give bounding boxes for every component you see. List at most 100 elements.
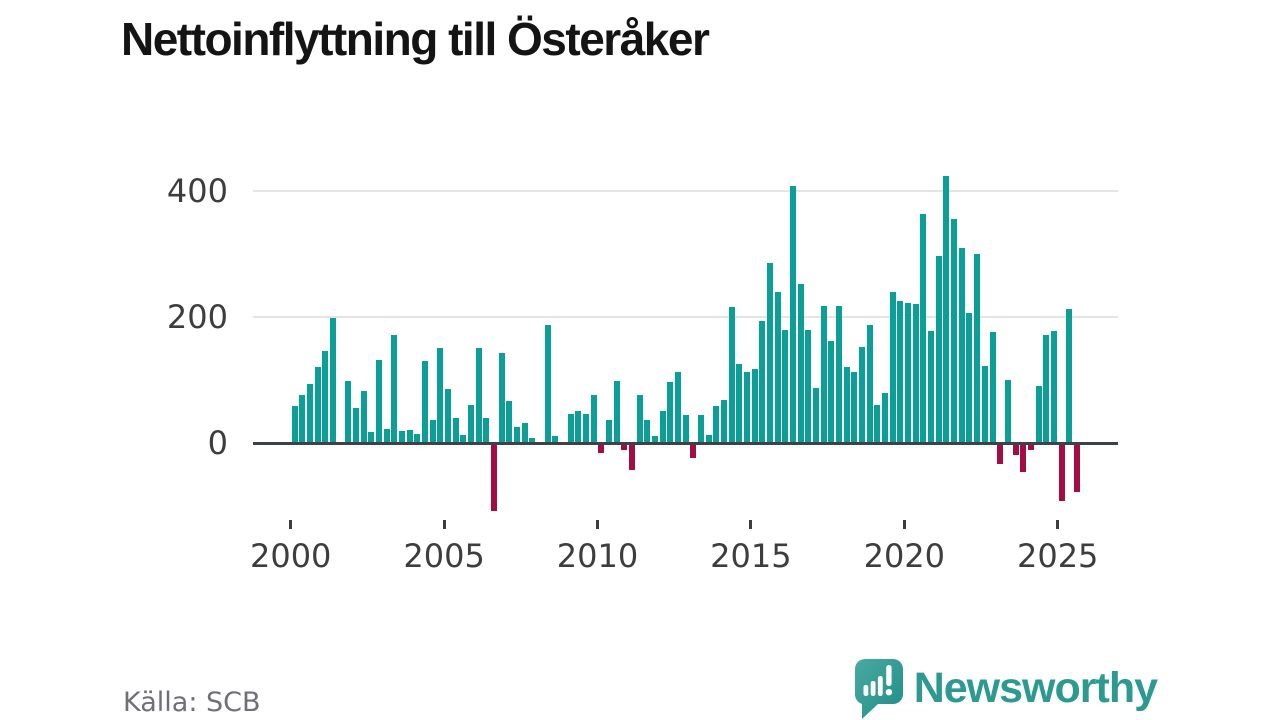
bar-2005-q3: [460, 434, 467, 443]
bar-2015-q3: [767, 262, 774, 443]
chart-title: Nettoinflyttning till Österåker: [121, 13, 710, 65]
bar-2000-q2: [299, 395, 306, 443]
bar-2023-q1: [997, 444, 1004, 465]
x-tick-2010: [596, 520, 599, 529]
bar-2008-q2: [544, 324, 551, 443]
bar-2020-q1: [905, 303, 912, 443]
bar-2012-q4: [682, 414, 689, 443]
bar-2016-q1: [782, 329, 789, 443]
x-tick-2020: [902, 520, 906, 529]
bar-2004-q1: [414, 434, 421, 443]
bar-2006-q1: [475, 348, 482, 443]
bar-2010-q1: [598, 444, 605, 454]
bar-2025-q3: [1073, 444, 1080, 492]
bar-2014-q4: [744, 372, 751, 443]
newsworthy-wordmark: Newsworthy: [913, 664, 1158, 712]
bar-2017-q4: [836, 306, 843, 443]
bar-2025-q2: [1066, 309, 1073, 443]
bar-2023-q4: [1020, 444, 1027, 473]
bar-2018-q4: [866, 324, 873, 443]
bar-2018-q2: [851, 372, 858, 443]
bar-2019-q1: [874, 404, 881, 443]
bar-2005-q4: [467, 404, 474, 443]
bar-2019-q4: [897, 301, 904, 443]
bar-2000-q1: [291, 406, 298, 443]
bar-2001-q2: [329, 318, 336, 443]
bar-2017-q1: [813, 387, 820, 443]
bar-2024-q3: [1043, 334, 1050, 443]
y-tick-label-0: 0: [207, 424, 228, 462]
bar-2015-q2: [759, 320, 766, 443]
bar-2000-q4: [314, 367, 321, 443]
bar-2015-q4: [774, 291, 781, 443]
bar-2013-q4: [713, 405, 720, 443]
bar-2013-q2: [698, 414, 705, 443]
bar-2002-q4: [375, 360, 382, 443]
x-tick-label-2020: 2020: [863, 537, 946, 575]
bar-2019-q3: [889, 292, 896, 443]
bar-2017-q2: [820, 305, 827, 443]
x-tick-2015: [749, 520, 753, 529]
bar-2014-q2: [728, 307, 735, 443]
bar-2016-q2: [790, 185, 797, 443]
bar-2009-q4: [590, 395, 597, 443]
x-tick-2000: [289, 520, 293, 529]
bar-2022-q4: [989, 332, 996, 443]
bar-2022-q3: [981, 366, 988, 443]
bar-2001-q4: [345, 380, 352, 443]
bar-2010-q4: [621, 444, 628, 451]
bar-2012-q2: [667, 381, 674, 443]
bar-2021-q2: [943, 175, 950, 443]
bar-2003-q3: [398, 431, 405, 443]
source-note: Källa: SCB: [123, 687, 261, 718]
bar-2021-q1: [935, 255, 942, 443]
bar-2020-q4: [928, 330, 935, 443]
bar-2018-q1: [843, 367, 850, 443]
bar-2017-q3: [828, 340, 835, 443]
bar-2011-q1: [629, 444, 635, 471]
gridline-400: [253, 189, 1118, 192]
x-tick-label-2000: 2000: [249, 537, 332, 575]
bar-2003-q2: [391, 334, 398, 443]
bar-2023-q2: [1004, 379, 1011, 443]
bar-chart-plot-area: 0 200 400 2000 2005 2010 2015 2020 2025: [167, 175, 1118, 575]
bar-2002-q3: [368, 431, 375, 443]
bar-2024-q4: [1050, 330, 1057, 443]
bar-2024-q2: [1035, 386, 1042, 443]
bar-2015-q1: [751, 369, 758, 443]
bar-2004-q3: [429, 420, 436, 443]
bar-2022-q1: [966, 313, 973, 443]
bar-2014-q1: [721, 400, 728, 443]
bar-2007-q3: [521, 423, 528, 443]
bar-2020-q2: [912, 304, 919, 443]
bar-2012-q1: [659, 410, 666, 443]
bar-2019-q2: [882, 392, 889, 443]
bar-2004-q4: [437, 348, 444, 443]
bar-2007-q2: [513, 426, 520, 443]
bar-2005-q2: [452, 418, 459, 443]
bar-2018-q3: [859, 347, 866, 443]
bar-2014-q3: [736, 363, 743, 443]
bar-2011-q3: [644, 420, 651, 443]
bar-2001-q1: [322, 350, 329, 443]
bar-2021-q3: [951, 219, 958, 443]
bar-2008-q3: [552, 436, 559, 443]
bar-2011-q4: [652, 436, 659, 443]
bar-2016-q4: [805, 329, 812, 443]
bar-2013-q3: [705, 435, 712, 443]
x-tick-2005: [442, 520, 446, 529]
x-tick-label-2005: 2005: [403, 537, 485, 575]
bar-2009-q1: [567, 414, 574, 443]
bar-2003-q1: [383, 428, 390, 443]
bar-2022-q2: [974, 253, 981, 443]
bar-2023-q3: [1012, 444, 1019, 456]
bar-2006-q2: [483, 418, 490, 443]
gridline-200: [253, 315, 1118, 318]
bar-2006-q4: [498, 352, 505, 443]
x-axis-zero-line: [253, 441, 1118, 445]
bar-2007-q1: [506, 401, 513, 443]
newsworthy-speech-bubble-chart-icon: [854, 658, 904, 720]
bar-2000-q3: [306, 384, 313, 443]
bar-2005-q1: [444, 389, 451, 443]
bar-2009-q2: [575, 411, 582, 443]
